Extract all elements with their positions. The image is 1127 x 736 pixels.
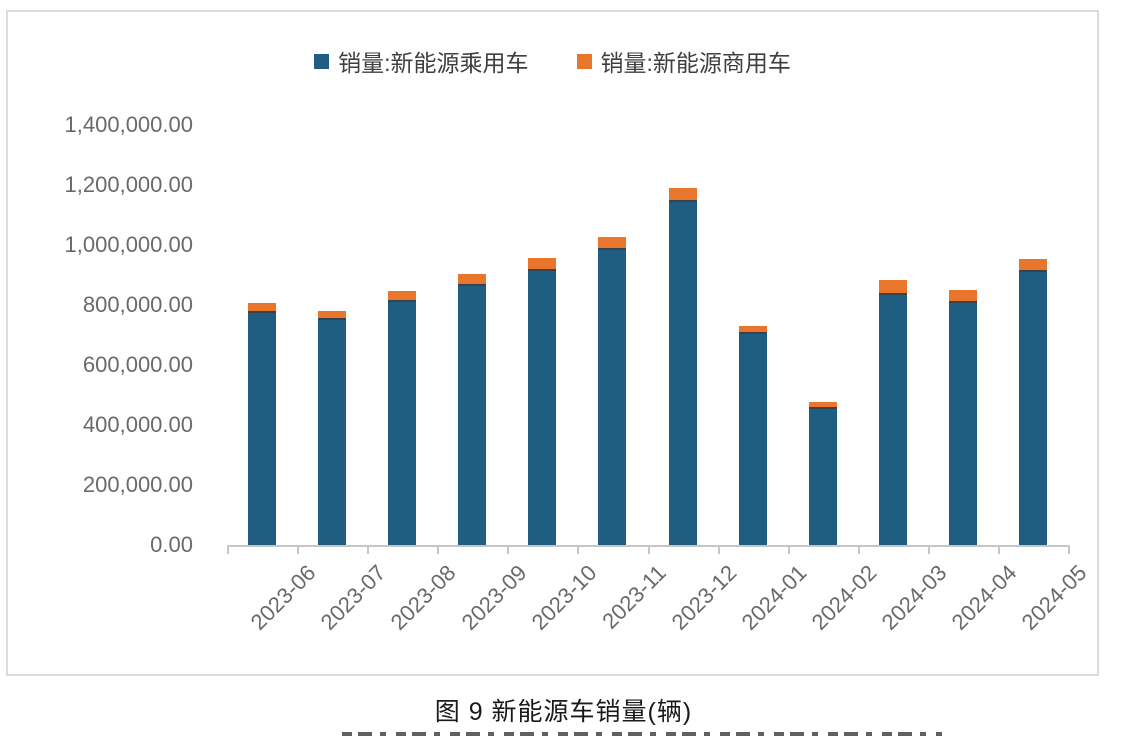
figure-caption: 图 9 新能源车销量(辆) xyxy=(434,698,693,726)
legend-label: 销量:新能源商用车 xyxy=(600,50,791,76)
bar-2023-07 xyxy=(318,311,347,545)
y-axis-tick-label: 600,000.00 xyxy=(82,352,193,377)
bar-segment-series-1 xyxy=(598,237,627,251)
bar-2023-06 xyxy=(248,303,277,545)
y-axis-tick-label: 1,200,000.00 xyxy=(64,172,193,197)
bar-2023-11 xyxy=(598,237,627,545)
bar-segment-series-0 xyxy=(808,409,837,545)
bar-2023-10 xyxy=(528,258,557,545)
bar-segment-series-1 xyxy=(808,401,837,410)
bar-segment-series-0 xyxy=(318,320,347,545)
bar-segment-series-0 xyxy=(948,302,977,545)
legend-item-1: 销量:新能源商用车 xyxy=(576,44,791,78)
x-axis-label-2024-02: 2024-02 xyxy=(806,560,882,635)
legend-marker-icon xyxy=(576,53,592,69)
bar-segment-series-1 xyxy=(318,311,347,320)
y-axis-tick-label: 800,000.00 xyxy=(82,292,193,317)
x-axis-tick xyxy=(507,545,510,554)
bar-2024-03 xyxy=(878,280,907,545)
x-axis-tick xyxy=(997,545,1000,554)
bar-segment-series-0 xyxy=(598,250,627,545)
clipped-text-fragment xyxy=(342,732,942,736)
y-axis-tick-label: 0.00 xyxy=(150,532,193,557)
x-axis-label-2024-03: 2024-03 xyxy=(876,560,952,635)
y-axis-tick-label: 1,000,000.00 xyxy=(64,232,193,257)
bar-segment-series-0 xyxy=(1018,272,1047,545)
x-axis-tick xyxy=(787,545,790,554)
x-axis-label-2023-10: 2023-10 xyxy=(526,560,602,635)
bar-segment-series-0 xyxy=(668,201,697,545)
bar-segment-series-1 xyxy=(1018,258,1047,272)
x-axis-tick xyxy=(647,545,650,554)
plot-area xyxy=(227,125,1068,545)
legend-item-0: 销量:新能源乘用车 xyxy=(314,44,529,78)
x-axis-label-2023-06: 2023-06 xyxy=(245,560,321,635)
bar-2024-02 xyxy=(808,401,837,545)
x-axis-label-2023-12: 2023-12 xyxy=(666,560,742,635)
x-axis-label-2024-04: 2024-04 xyxy=(946,560,1022,635)
legend-label: 销量:新能源乘用车 xyxy=(338,50,529,76)
x-axis-label-2023-08: 2023-08 xyxy=(386,560,461,635)
bar-segment-series-0 xyxy=(738,334,767,545)
x-axis-tick xyxy=(297,545,300,554)
bar-segment-series-1 xyxy=(528,258,557,271)
chart-frame: 销量:新能源乘用车 销量:新能源商用车 0.00 200,000.00 400,000… xyxy=(6,10,1099,676)
x-axis-tick xyxy=(717,545,720,554)
bar-segment-series-1 xyxy=(948,290,977,303)
bar-segment-series-0 xyxy=(248,312,277,545)
x-axis-label-2023-09: 2023-09 xyxy=(456,560,531,635)
bar-segment-series-0 xyxy=(878,294,907,545)
y-axis-tick-label: 1,400,000.00 xyxy=(64,112,193,137)
x-axis-label-2023-07: 2023-07 xyxy=(316,560,391,635)
x-axis-tick xyxy=(367,545,370,554)
bar-segment-series-1 xyxy=(738,326,767,335)
bar-2023-09 xyxy=(458,273,487,545)
x-axis-tick xyxy=(1068,545,1070,554)
bar-2024-04 xyxy=(948,290,977,545)
legend-marker-icon xyxy=(314,53,330,69)
x-axis-label-2024-05: 2024-05 xyxy=(1016,560,1092,635)
x-axis-tick xyxy=(227,545,229,554)
bar-segment-series-1 xyxy=(388,291,417,302)
x-axis-tick xyxy=(857,545,860,554)
bar-segment-series-1 xyxy=(458,273,487,286)
bar-2024-05 xyxy=(1018,258,1047,545)
x-axis-tick xyxy=(927,545,930,554)
bar-2024-01 xyxy=(738,326,767,545)
y-axis-tick-label: 400,000.00 xyxy=(82,412,193,437)
x-axis-label-2024-01: 2024-01 xyxy=(736,560,812,635)
bar-segment-series-1 xyxy=(668,187,697,202)
bar-2023-08 xyxy=(388,291,417,545)
x-axis-label-2023-11: 2023-11 xyxy=(597,560,672,634)
bar-segment-series-0 xyxy=(458,285,487,545)
bar-segment-series-1 xyxy=(248,303,277,313)
bar-segment-series-0 xyxy=(528,270,557,545)
bar-segment-series-1 xyxy=(878,280,907,295)
bar-segment-series-0 xyxy=(388,302,417,545)
x-axis-tick xyxy=(437,545,440,554)
y-axis-tick-label: 200,000.00 xyxy=(82,472,193,497)
bar-2023-12 xyxy=(668,187,697,545)
chart-legend: 销量:新能源乘用车 销量:新能源商用车 xyxy=(8,44,1097,78)
x-axis-tick xyxy=(577,545,580,554)
